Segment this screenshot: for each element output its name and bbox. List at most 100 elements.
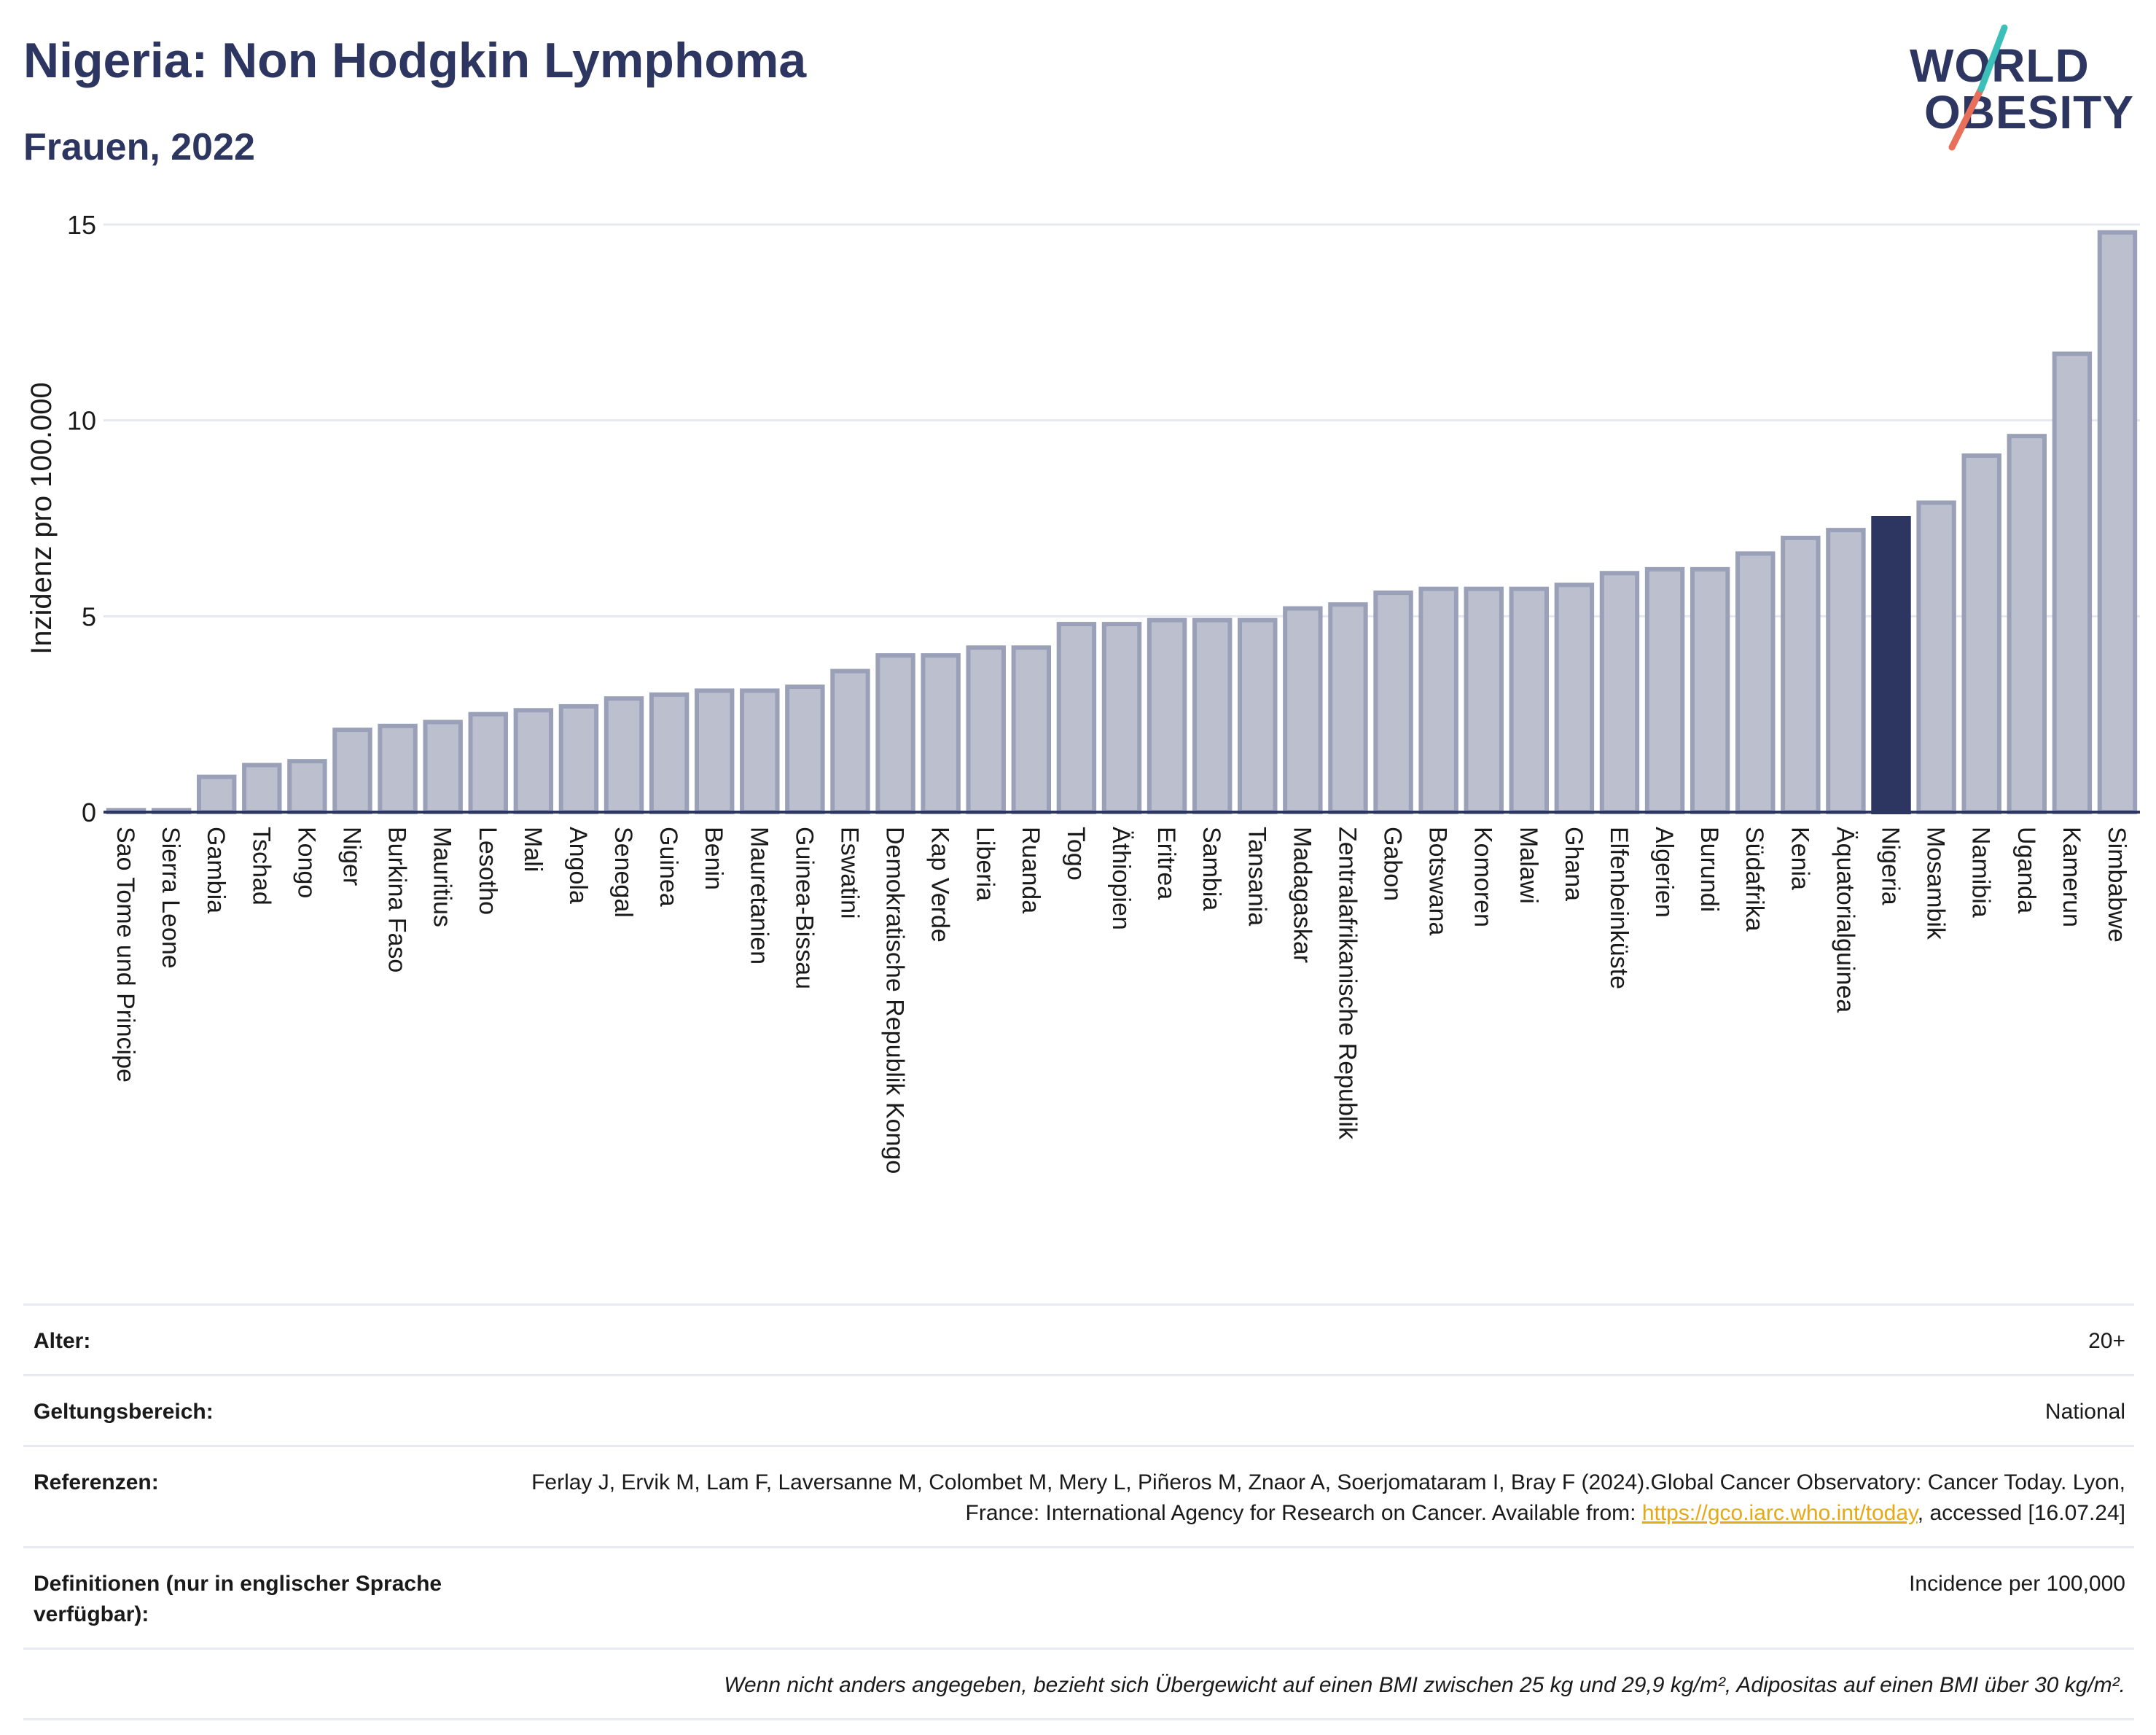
x-tick-label: Gabon xyxy=(1379,827,1407,901)
bar xyxy=(2052,351,2093,814)
info-row-definitions: Definitionen (nur in englischer Sprache … xyxy=(23,1546,2134,1648)
bar xyxy=(1690,566,1730,814)
bar xyxy=(1509,586,1550,814)
info-row-age: Alter: 20+ xyxy=(23,1303,2134,1374)
bar xyxy=(378,723,418,815)
chart-subtitle: Frauen, 2022 xyxy=(23,126,255,168)
bar xyxy=(2007,434,2047,815)
bar xyxy=(2097,230,2138,815)
x-tick-label: Guinea xyxy=(655,827,682,907)
bar xyxy=(921,653,961,814)
bar xyxy=(1418,586,1458,814)
x-tick-label: Nigeria xyxy=(1877,827,1905,905)
x-tick-label: Ghana xyxy=(1560,827,1587,901)
x-tick-label: Botswana xyxy=(1424,827,1452,935)
x-tick-label: Sambia xyxy=(1198,827,1225,911)
x-tick-label: Kenia xyxy=(1786,827,1813,890)
bar xyxy=(966,645,1006,814)
bar xyxy=(1101,622,1142,815)
age-label: Alter: xyxy=(34,1329,91,1353)
bar xyxy=(1961,453,2001,814)
references-link[interactable]: https://gco.iarc.who.int/today xyxy=(1641,1501,1918,1525)
x-tick-label: Komoren xyxy=(1469,827,1497,927)
bmi-note: Wenn nicht anders angegeben, bezieht sic… xyxy=(724,1673,2125,1697)
bar xyxy=(242,763,282,815)
references-label: Referenzen: xyxy=(34,1470,159,1494)
x-tick-label: Burkina Faso xyxy=(383,827,411,972)
x-tick-label: Äthiopien xyxy=(1107,827,1135,930)
x-tick-label: Elfenbeinküste xyxy=(1605,827,1633,989)
x-tick-label: Algerien xyxy=(1650,827,1678,918)
bar xyxy=(1871,516,1911,814)
bar xyxy=(513,708,554,814)
bar xyxy=(740,688,780,815)
x-tick-label: Sierra Leone xyxy=(157,827,184,969)
x-tick-label: Tschad xyxy=(247,827,275,905)
info-row-note: Wenn nicht anders angegeben, bezieht sic… xyxy=(23,1648,2134,1720)
bar xyxy=(649,692,690,814)
x-tick-label: Togo xyxy=(1062,827,1090,881)
x-tick-label: Liberia xyxy=(972,827,999,901)
bar xyxy=(1554,582,1595,814)
logo-slash-icon xyxy=(1948,24,2008,151)
x-tick-label: Südafrika xyxy=(1741,827,1768,932)
scope-label: Geltungsbereich: xyxy=(34,1400,214,1424)
x-tick-label: Eswatini xyxy=(835,827,863,919)
bar xyxy=(694,688,735,815)
chart-title: Nigeria: Non Hodgkin Lymphoma xyxy=(23,33,807,88)
bar xyxy=(1192,617,1233,814)
bar xyxy=(287,759,327,814)
x-tick-label: Uganda xyxy=(2012,827,2040,913)
world-obesity-logo: WORLD OBESITY xyxy=(1895,22,2143,153)
x-tick-label: Malawi xyxy=(1515,827,1542,904)
scope-value: National xyxy=(2044,1400,2125,1424)
y-tick-label: 0 xyxy=(82,798,96,827)
info-row-references: Referenzen: Ferlay J, Ervik M, Lam F, La… xyxy=(23,1445,2134,1546)
bar xyxy=(785,685,825,815)
x-tick-label: Kamerun xyxy=(2058,827,2085,927)
x-tick-label: Tansania xyxy=(1243,827,1270,926)
x-tick-label: Burundi xyxy=(1695,827,1723,912)
bar xyxy=(1328,602,1368,814)
definitions-label: Definitionen (nur in englischer Sprache … xyxy=(34,1572,442,1626)
x-tick-label: Mauretanien xyxy=(745,827,773,964)
x-tick-label: Äquatorialguinea xyxy=(1831,827,1859,1013)
bar xyxy=(332,728,372,814)
bar xyxy=(875,653,915,814)
bar xyxy=(1283,606,1323,814)
definitions-value: Incidence per 100,000 xyxy=(1909,1572,2125,1596)
references-value: Ferlay J, Ervik M, Lam F, Laversanne M, … xyxy=(522,1467,2125,1529)
x-tick-label: Kap Verde xyxy=(926,827,954,943)
info-table: Alter: 20+ Geltungsbereich: National Ref… xyxy=(23,1303,2134,1720)
bar xyxy=(558,703,599,814)
x-tick-label: Madagaskar xyxy=(1288,827,1316,963)
x-tick-label: Lesotho xyxy=(474,827,501,915)
x-tick-label: Mosambik xyxy=(1922,827,1950,940)
bar xyxy=(1011,645,1052,814)
y-axis-label: Inzidenz pro 100.000 xyxy=(26,382,58,655)
bar xyxy=(1916,500,1956,814)
bar xyxy=(1373,590,1413,814)
x-tick-label: Angola xyxy=(564,827,592,904)
bar xyxy=(1781,535,1821,814)
references-accessed: , accessed [16.07.24] xyxy=(1917,1501,2125,1525)
x-tick-label: Mauritius xyxy=(429,827,456,927)
x-tick-label: Zentralafrikanische Republik xyxy=(1333,827,1361,1140)
x-tick-label: Sao Tome und Principe xyxy=(112,827,139,1083)
bar xyxy=(423,720,463,814)
x-tick-label: Namibia xyxy=(1967,827,1995,918)
x-tick-label: Senegal xyxy=(609,827,637,918)
y-tick-label: 15 xyxy=(67,210,96,240)
y-tick-label: 10 xyxy=(67,406,96,436)
bar xyxy=(1238,617,1278,814)
y-tick-label: 5 xyxy=(82,601,96,631)
bar xyxy=(1464,586,1504,814)
x-tick-label: Simbabwe xyxy=(2103,827,2130,943)
bar xyxy=(1147,617,1187,814)
x-tick-label: Kongo xyxy=(292,827,320,898)
bar xyxy=(604,696,644,814)
references-text: Ferlay J, Ervik M, Lam F, Laversanne M, … xyxy=(531,1470,2125,1525)
bar xyxy=(1826,528,1866,814)
bar xyxy=(1056,622,1097,815)
bar xyxy=(468,711,508,815)
